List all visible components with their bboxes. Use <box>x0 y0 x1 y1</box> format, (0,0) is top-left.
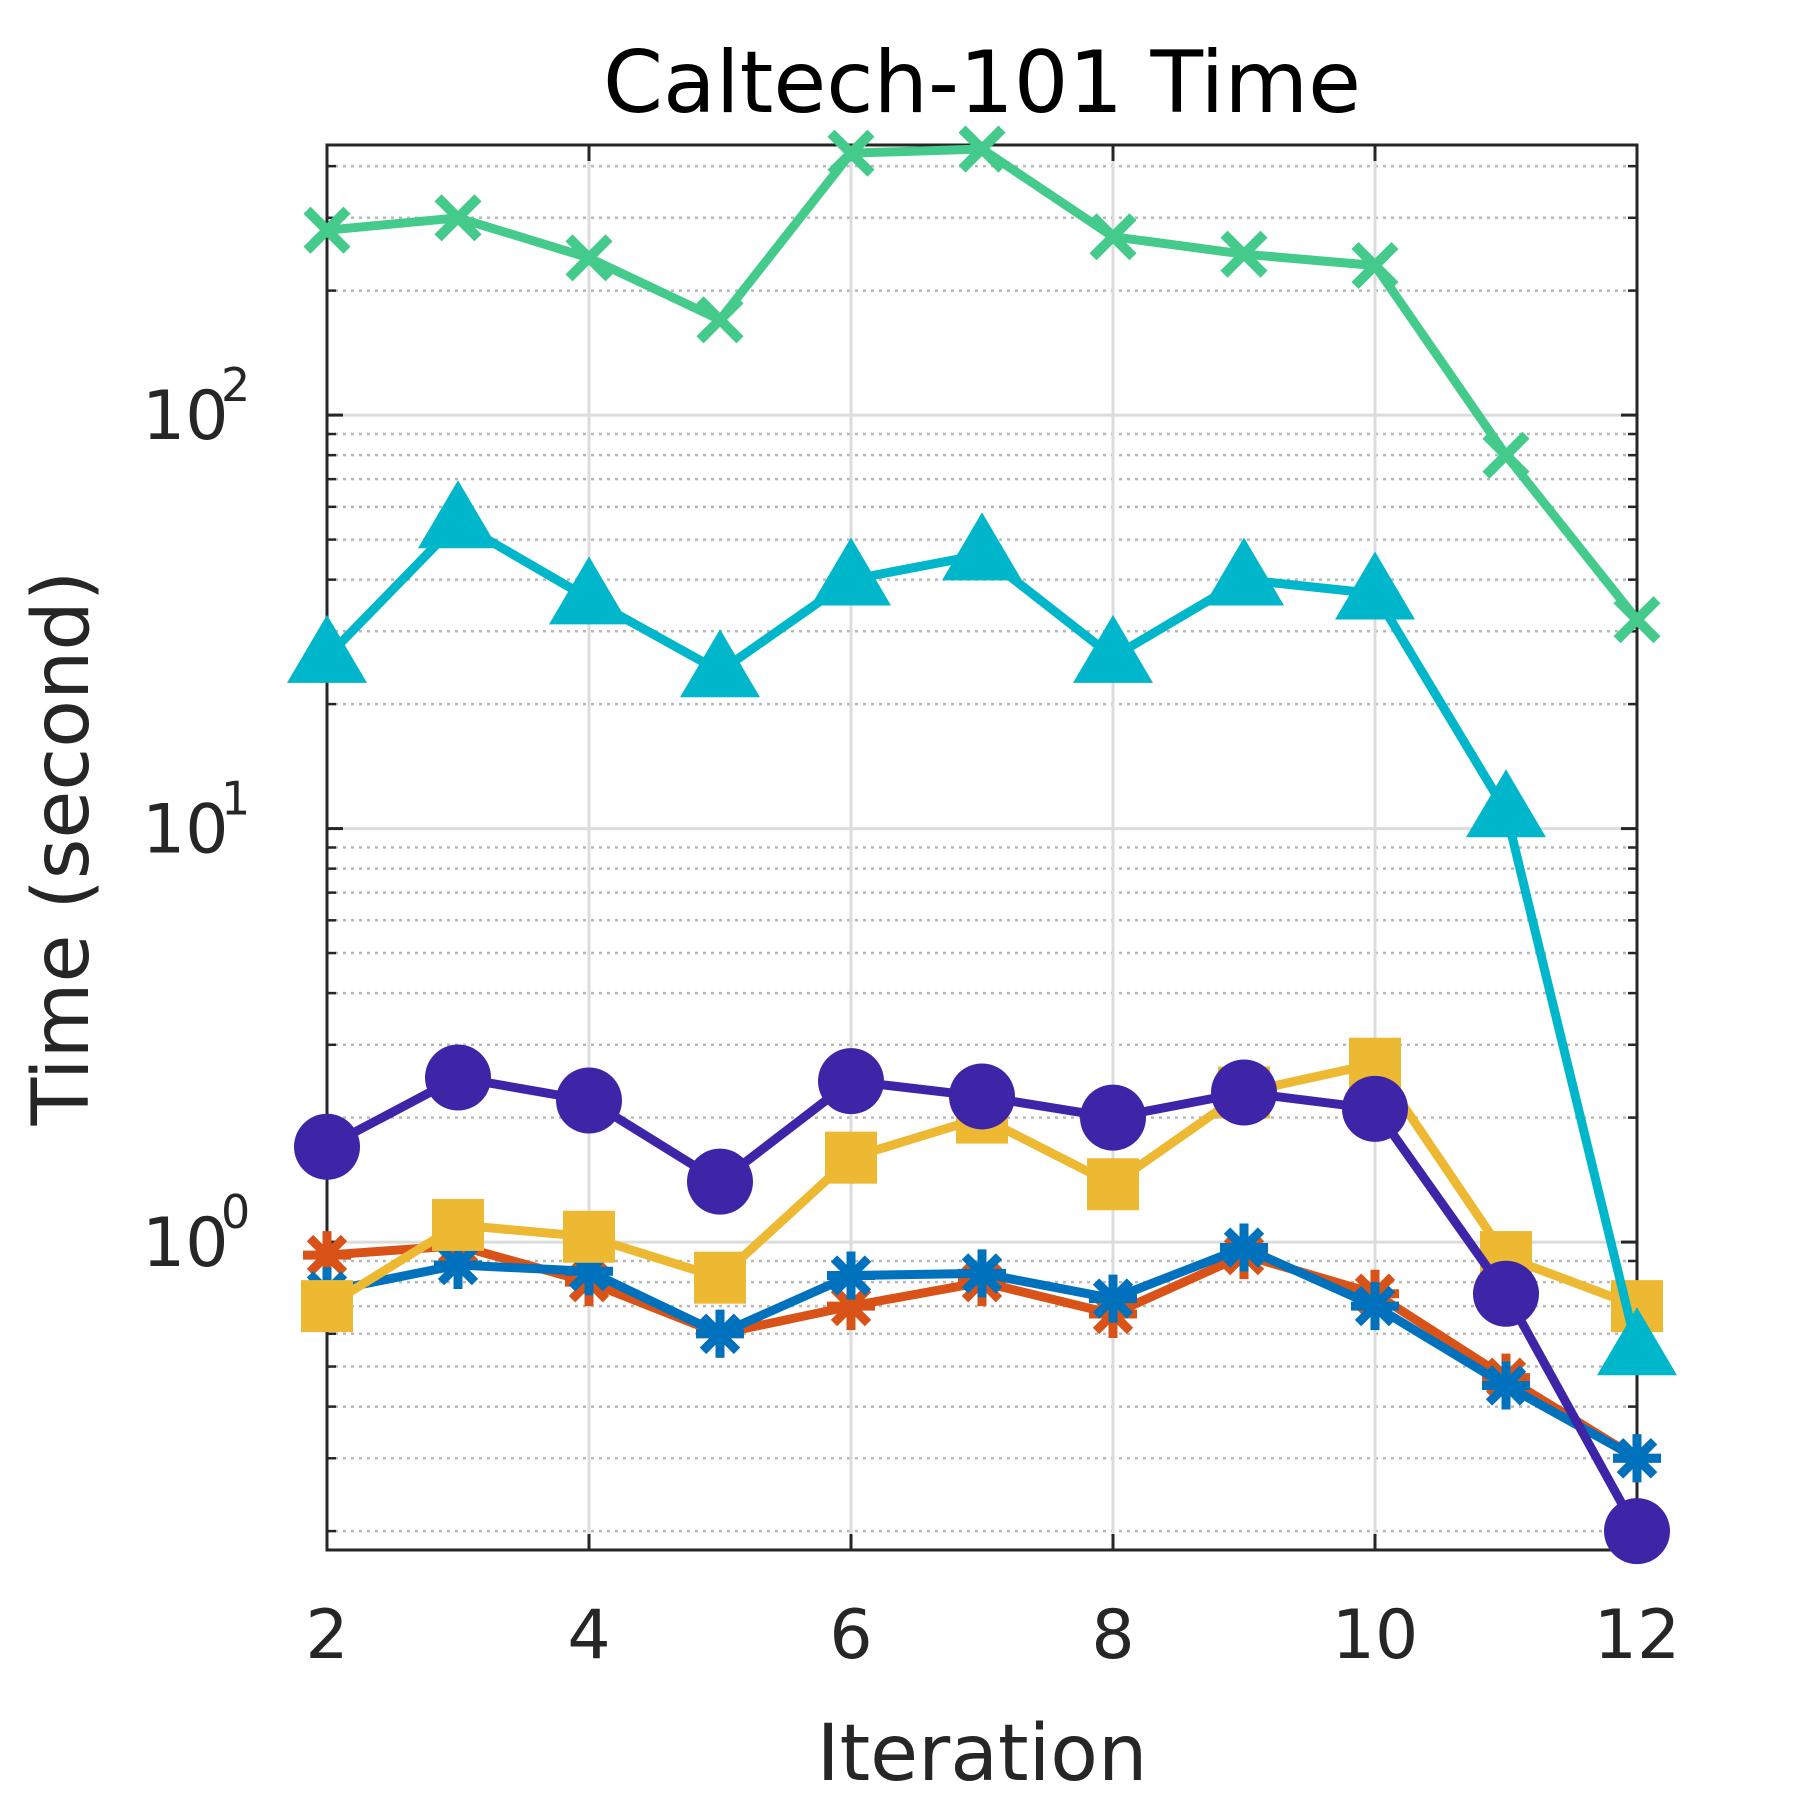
series-cyan-triangle-point <box>811 537 891 606</box>
series-green-x-point <box>1220 230 1268 278</box>
series-yellow-square-point <box>301 1280 353 1333</box>
series-cyan-triangle <box>287 480 1677 1376</box>
series-blue-asterisk-point <box>1089 1274 1137 1323</box>
series-cyan-triangle-point <box>1335 551 1415 620</box>
series-purple-circle-point <box>1473 1260 1539 1327</box>
series-green-x-point <box>303 206 351 254</box>
series-cyan-triangle-point <box>287 614 367 683</box>
series-green-x <box>303 125 1661 644</box>
y-tick-label-exponent: 2 <box>221 358 250 412</box>
series-purple-circle-point <box>294 1113 360 1180</box>
y-axis-label: Time (second) <box>17 571 107 1127</box>
y-tick-label-base: 10 <box>142 1204 229 1283</box>
x-tick-label: 12 <box>1594 1596 1681 1675</box>
x-tick-label: 6 <box>829 1596 872 1675</box>
grid <box>325 145 1639 1550</box>
series-blue-asterisk-point <box>434 1241 482 1290</box>
series-blue-asterisk-point <box>1482 1361 1530 1410</box>
series-cyan-triangle-point <box>1073 614 1153 683</box>
series-cyan-triangle-point <box>1204 537 1284 606</box>
x-tick-label: 2 <box>305 1596 348 1675</box>
series-purple-circle-point <box>425 1044 491 1111</box>
series-cyan-triangle-point <box>1597 1307 1677 1376</box>
series-blue-asterisk-point <box>1351 1282 1399 1331</box>
series-blue-asterisk-point <box>958 1249 1006 1298</box>
x-tick-label: 8 <box>1091 1596 1134 1675</box>
series-yellow-square-point <box>694 1251 746 1304</box>
series-green-x-point <box>1482 431 1530 479</box>
series-cyan-triangle-point <box>549 556 629 625</box>
series-blue-asterisk-point <box>565 1247 613 1296</box>
series-cyan-triangle-point <box>942 512 1022 581</box>
series-purple-circle-point <box>818 1048 884 1115</box>
series-green-x-point <box>434 194 482 242</box>
x-tick-label: 10 <box>1332 1596 1419 1675</box>
y-tick-label-base: 10 <box>142 377 229 456</box>
series-orange-asterisk-point <box>827 1282 875 1331</box>
series-blue-asterisk-point <box>827 1251 875 1300</box>
series-green-x-point <box>1351 241 1399 290</box>
series-yellow-square-point <box>1087 1158 1139 1211</box>
series-cyan-triangle-point <box>418 480 498 549</box>
series-green-x-point <box>827 129 875 177</box>
x-axis-label: Iteration <box>817 1709 1148 1799</box>
series-blue-asterisk-point <box>1613 1434 1661 1483</box>
series-yellow-square-point <box>825 1131 877 1184</box>
series-green-x-point <box>958 125 1006 173</box>
series-orange-asterisk-point <box>303 1231 351 1280</box>
series-purple-circle-point <box>1211 1059 1277 1126</box>
series-purple-circle-point <box>556 1067 622 1134</box>
series-blue-asterisk-point <box>696 1309 744 1358</box>
series-green-x-point <box>1089 213 1137 261</box>
series-yellow-square-point <box>432 1198 484 1251</box>
series-purple-circle-point <box>1080 1084 1146 1151</box>
series-purple-circle-point <box>1604 1498 1670 1565</box>
y-tick-label-exponent: 0 <box>221 1185 250 1239</box>
series-cyan-triangle-point <box>680 629 760 698</box>
series-yellow-square-point <box>563 1210 615 1263</box>
series-cyan-triangle-point <box>1466 769 1546 838</box>
series-blue-asterisk-point <box>1220 1223 1268 1272</box>
series-purple-circle-point <box>1342 1075 1408 1142</box>
series-layer <box>287 125 1677 1565</box>
chart-title: Caltech-101 Time <box>603 33 1361 133</box>
series-purple-circle-point <box>949 1063 1015 1130</box>
series-purple-circle <box>294 1044 1670 1565</box>
series-purple-circle-point <box>687 1148 753 1215</box>
series-green-x-point <box>565 234 613 282</box>
series-green-x-point <box>696 296 744 344</box>
series-green-x-point <box>1613 596 1661 644</box>
y-tick-label-exponent: 1 <box>221 772 250 826</box>
y-tick-label-base: 10 <box>142 791 229 870</box>
x-tick-label: 4 <box>567 1596 610 1675</box>
